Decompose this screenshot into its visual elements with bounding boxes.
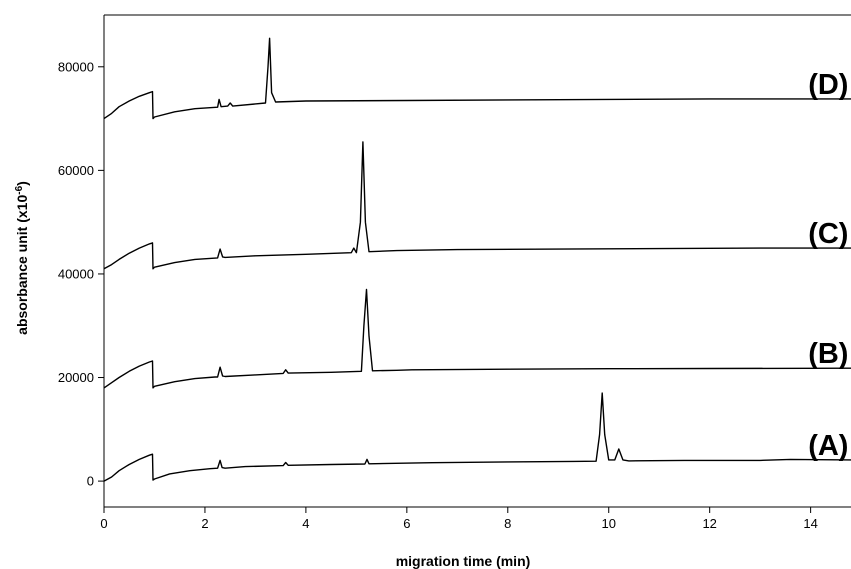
trace-lines	[103, 37, 851, 482]
plot-area	[103, 14, 851, 508]
x-tick-label: 6	[403, 516, 410, 531]
x-tick-label: 0	[100, 516, 107, 531]
y-axis-title-exponent: -6	[14, 185, 25, 194]
x-tick-label: 12	[702, 516, 716, 531]
y-tick-label: 20000	[58, 370, 94, 385]
trace-line-c	[103, 141, 851, 270]
x-tick-label: 8	[504, 516, 511, 531]
y-tick-label: 60000	[58, 163, 94, 178]
trace-labels: (A) (B) (C) (D)	[808, 69, 848, 462]
y-tick-label: 40000	[58, 266, 94, 281]
trace-label-a: (A)	[808, 430, 848, 462]
trace-line-b	[103, 288, 851, 389]
y-axis: 0 20000 40000 60000 80000	[58, 59, 104, 489]
trace-line-d	[103, 37, 851, 120]
trace-label-b: (B)	[808, 338, 848, 370]
x-tick-label: 4	[302, 516, 309, 531]
x-axis: 0 2 4 6 8 10 12 14	[100, 507, 818, 531]
trace-label-c: (C)	[808, 218, 848, 250]
trace-label-d: (D)	[808, 69, 848, 101]
x-tick-label: 10	[601, 516, 615, 531]
y-axis-title: absorbance unit (x10-6)	[14, 181, 30, 335]
trace-line-a	[103, 392, 851, 482]
y-axis-title-close: )	[14, 181, 30, 186]
x-tick-label: 2	[201, 516, 208, 531]
x-tick-label: 14	[803, 516, 817, 531]
y-tick-label: 80000	[58, 59, 94, 74]
y-tick-label: 0	[87, 474, 94, 489]
x-axis-title: migration time (min)	[396, 553, 531, 569]
y-axis-title-main: absorbance unit (x10	[14, 195, 30, 335]
